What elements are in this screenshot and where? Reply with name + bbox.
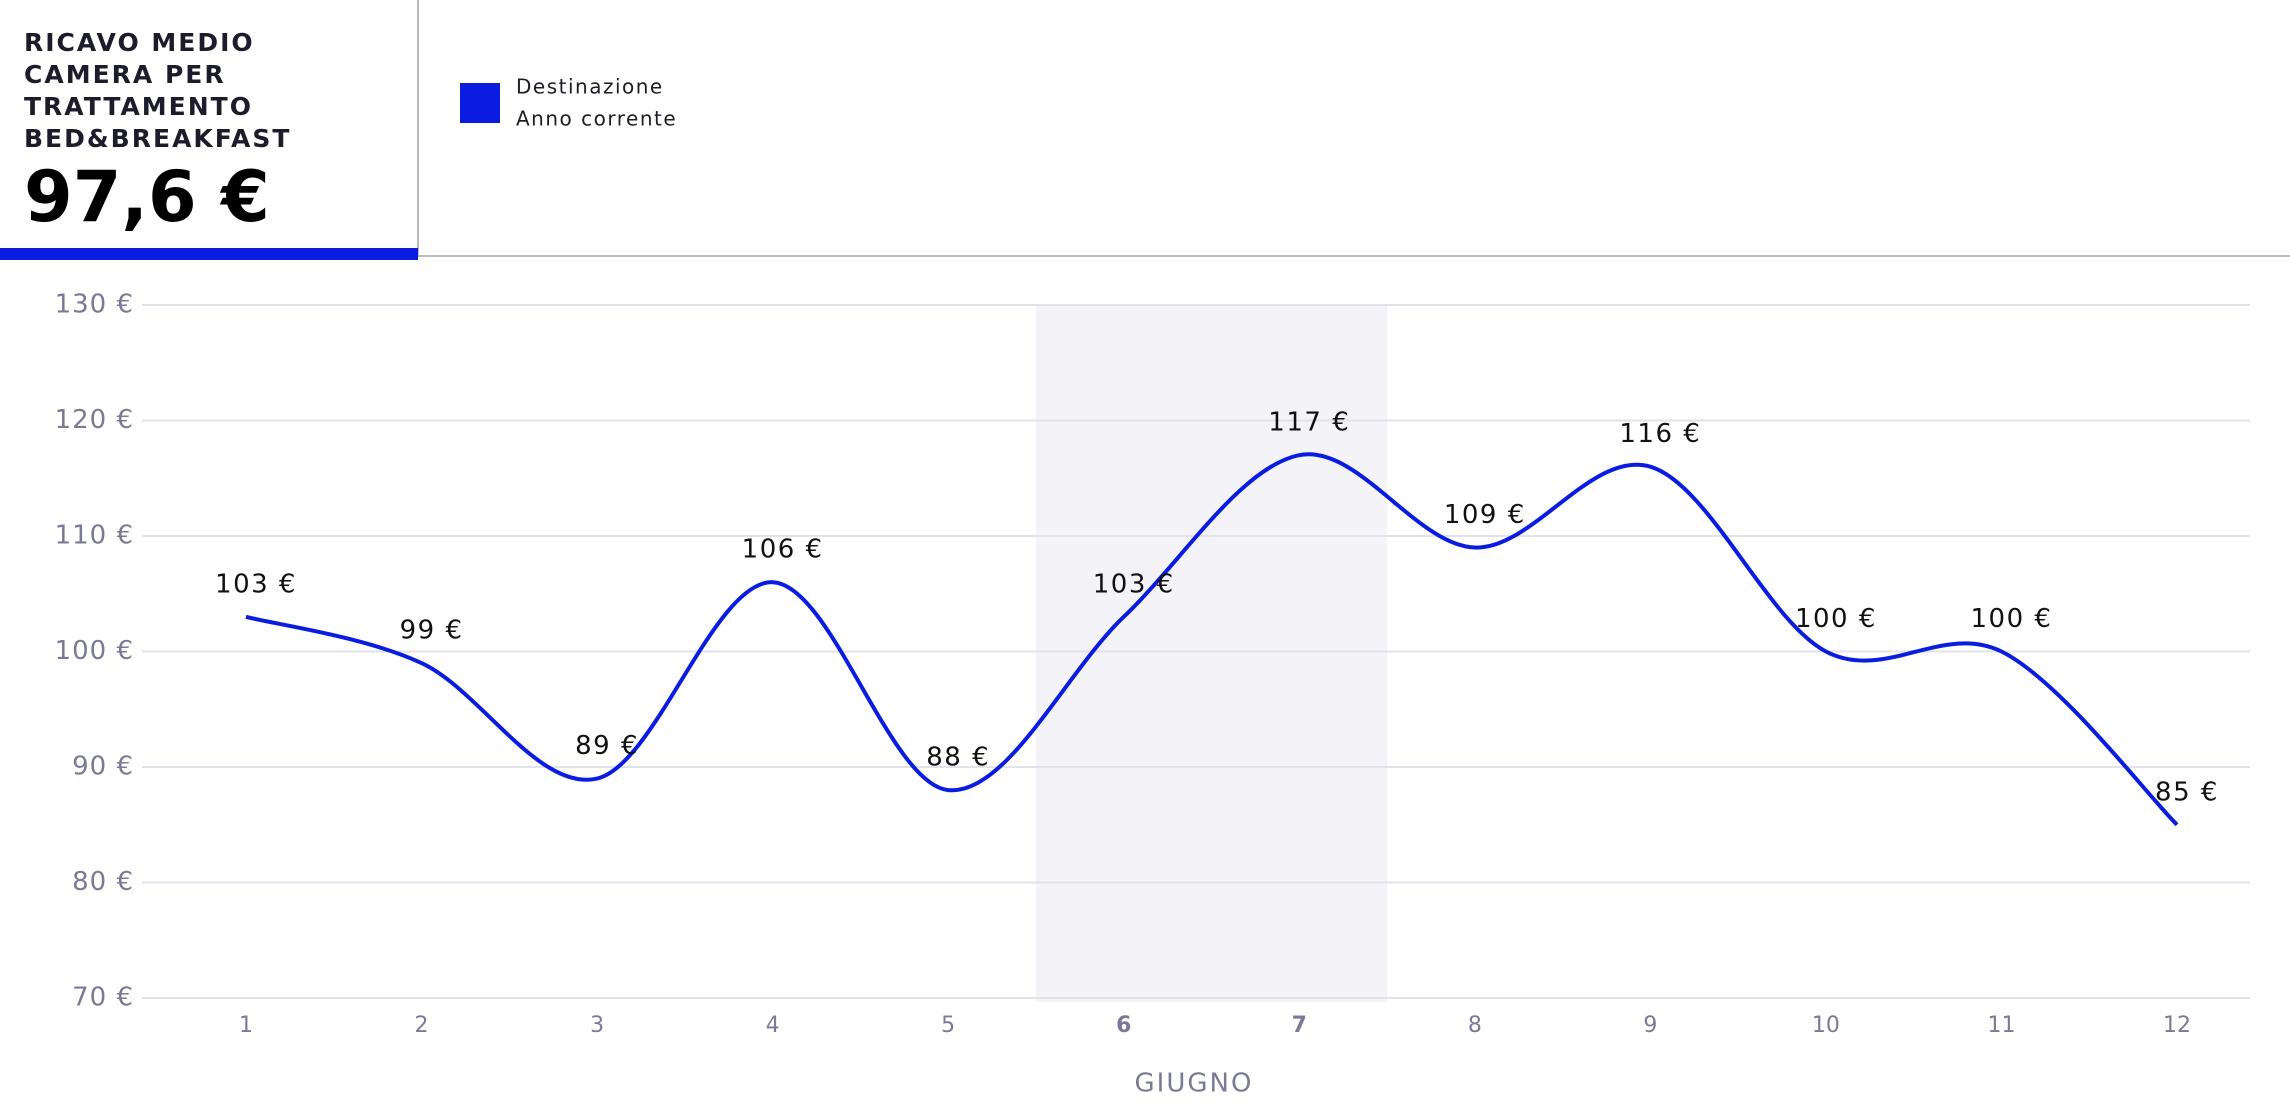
x-tick-label: 4	[766, 1013, 780, 1038]
title: TRATTAMENTO	[24, 92, 253, 121]
x-tick-label: 7	[1292, 1013, 1307, 1038]
y-tick-label: 80 €	[72, 867, 134, 897]
x-tick-label: 11	[1987, 1013, 2015, 1038]
x-tick-label: 5	[941, 1013, 955, 1038]
legend-label: Destinazione	[516, 75, 664, 99]
data-label: 89 €	[575, 731, 639, 761]
legend-swatch	[460, 83, 500, 123]
y-tick-label: 110 €	[55, 521, 134, 551]
x-tick-label: 1	[239, 1013, 253, 1038]
legend-label: Anno corrente	[516, 107, 677, 131]
data-label: 106 €	[742, 535, 824, 565]
data-label: 103 €	[1093, 569, 1175, 599]
x-tick-label: 6	[1116, 1013, 1131, 1038]
x-tick-label: 2	[415, 1013, 429, 1038]
y-tick-label: 90 €	[72, 752, 134, 782]
title: CAMERA PER	[24, 60, 226, 89]
title: BED&BREAKFAST	[24, 124, 291, 153]
series-line	[245, 452, 2179, 827]
data-label: 100 €	[1970, 604, 2052, 634]
x-axis-label: GIUGNO	[1135, 1069, 1254, 1099]
data-label: 88 €	[926, 743, 990, 773]
y-tick-label: 100 €	[55, 636, 134, 666]
x-tick-label: 9	[1643, 1013, 1657, 1038]
y-tick-label: 130 €	[55, 290, 134, 320]
x-tick-label: 3	[590, 1013, 604, 1038]
data-label: 100 €	[1795, 604, 1877, 634]
x-tick-label: 12	[2163, 1013, 2191, 1038]
accent-bar	[0, 248, 418, 260]
title: RICAVO MEDIO	[24, 28, 255, 57]
data-label: 99 €	[400, 616, 464, 646]
data-label: 85 €	[2155, 777, 2219, 807]
y-tick-label: 70 €	[72, 983, 134, 1013]
x-tick-label: 10	[1812, 1013, 1840, 1038]
y-tick-label: 120 €	[55, 405, 134, 435]
x-tick-label: 8	[1468, 1013, 1482, 1038]
data-label: 109 €	[1444, 500, 1526, 530]
kpi-value: 97,6 €	[24, 156, 270, 238]
data-label: 117 €	[1268, 408, 1350, 438]
data-label: 103 €	[215, 569, 297, 599]
data-label: 116 €	[1619, 419, 1701, 449]
